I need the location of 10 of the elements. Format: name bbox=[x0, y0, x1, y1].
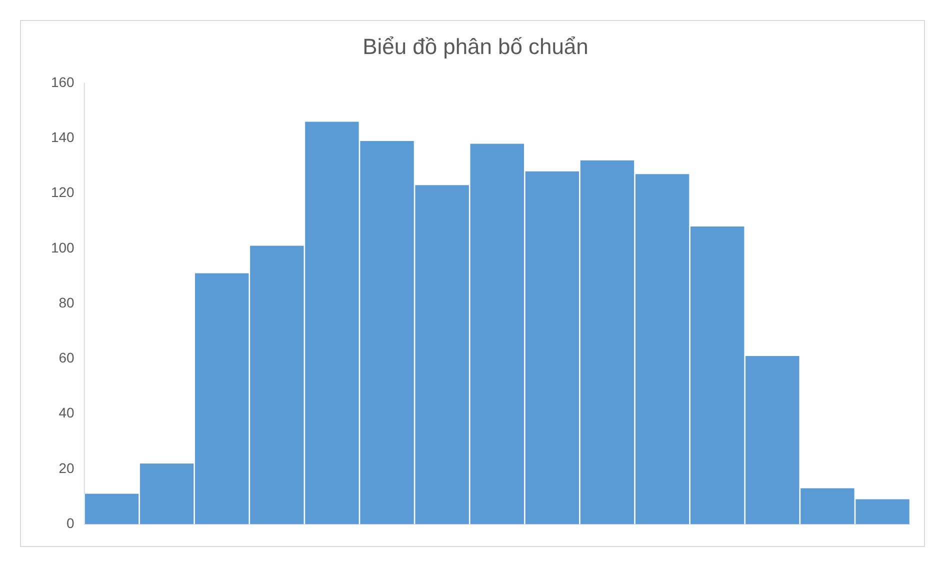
y-tick-label: 20 bbox=[58, 460, 74, 476]
y-tick-label: 140 bbox=[50, 129, 74, 146]
y-tick-label: 100 bbox=[50, 239, 74, 256]
y-tick-label: 160 bbox=[50, 74, 74, 90]
y-tick-label: 120 bbox=[50, 184, 74, 200]
y-tick-label: 40 bbox=[58, 404, 74, 421]
y-tick-label: 0 bbox=[66, 514, 74, 531]
chart-title: Biểu đồ phân bố chuẩn bbox=[362, 34, 588, 60]
y-tick-label: 80 bbox=[58, 294, 74, 310]
y-tick-label: 60 bbox=[58, 350, 74, 366]
